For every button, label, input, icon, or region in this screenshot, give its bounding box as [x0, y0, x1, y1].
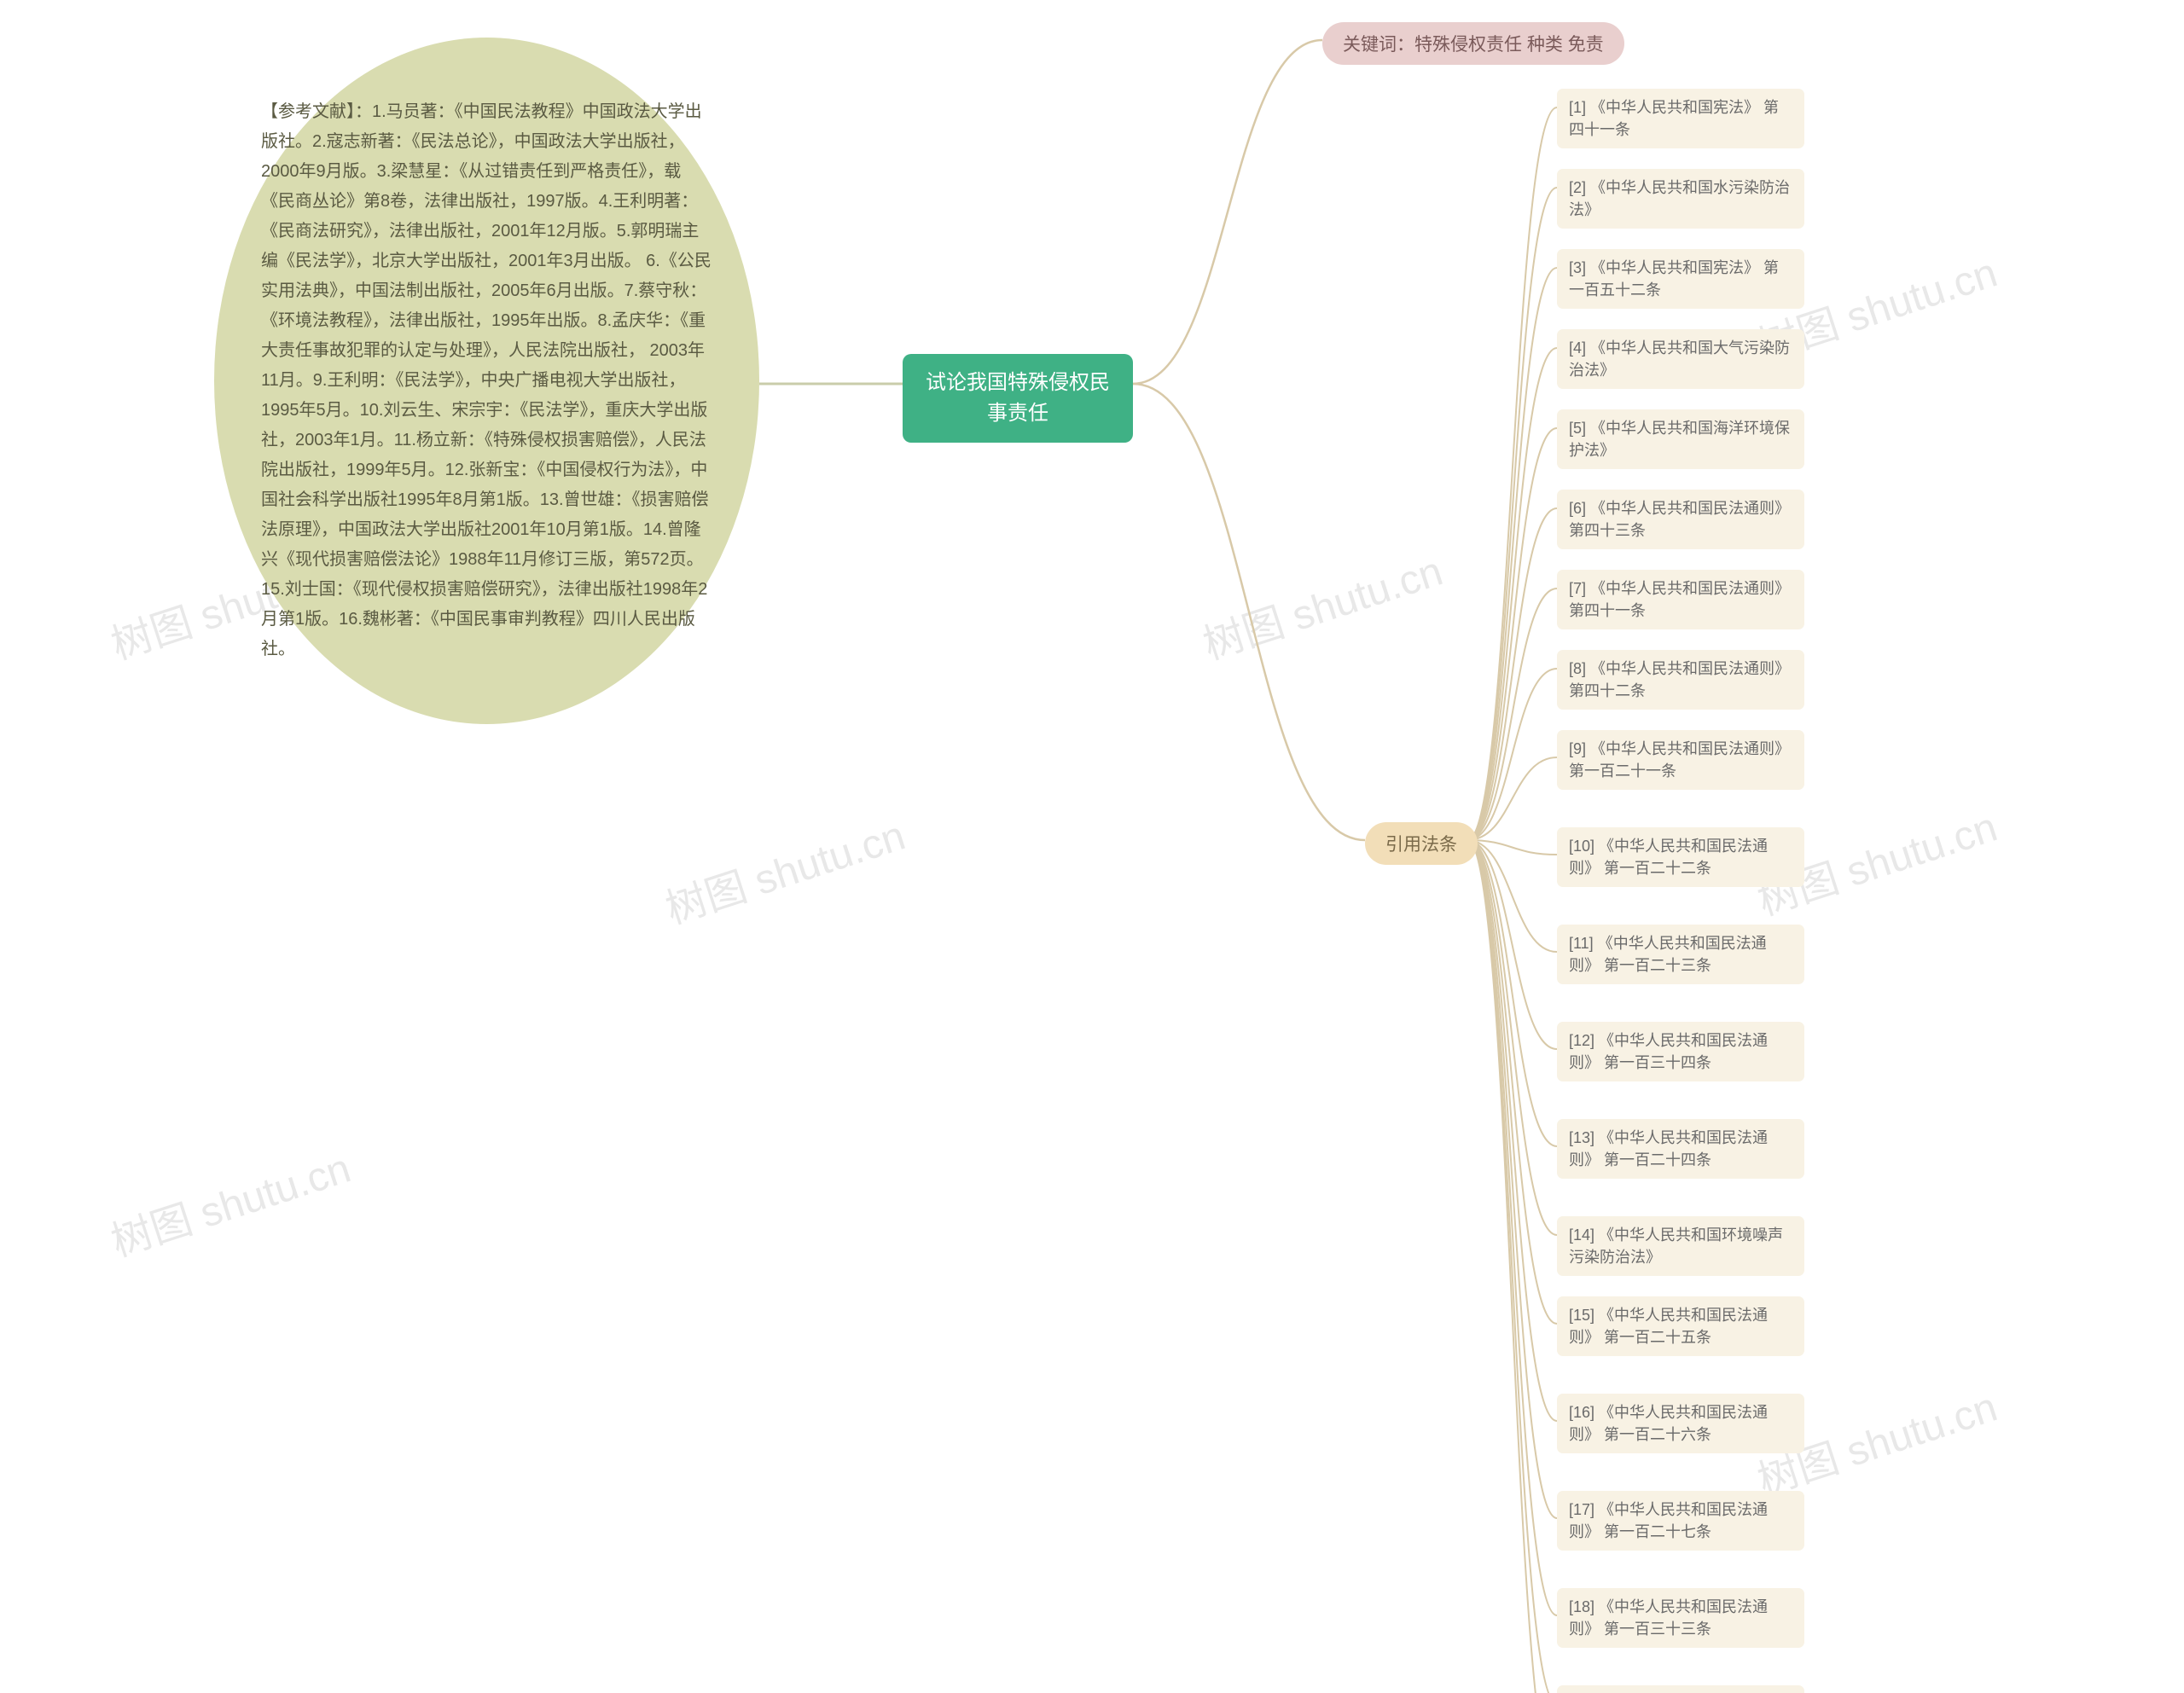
citation-leaf[interactable]: [16] 《中华人民共和国民法通则》 第一百二十六条 [1557, 1394, 1804, 1453]
citation-leaf-label: [11] 《中华人民共和国民法通则》 第一百二十三条 [1569, 935, 1767, 974]
citation-leaf[interactable]: [9] 《中华人民共和国民法通则》 第一百二十一条 [1557, 730, 1804, 790]
citation-leaf-label: [2] 《中华人民共和国水污染防治法》 [1569, 179, 1790, 218]
citation-leaf-label: [3] 《中华人民共和国宪法》 第一百五十二条 [1569, 259, 1779, 299]
root-label: 试论我国特殊侵权民事责任 [926, 371, 1110, 425]
citation-leaf[interactable]: [5] 《中华人民共和国海洋环境保护法》 [1557, 409, 1804, 469]
citation-leaf-label: [15] 《中华人民共和国民法通则》 第一百二十五条 [1569, 1307, 1768, 1346]
citation-leaf[interactable]: [11] 《中华人民共和国民法通则》 第一百二十三条 [1557, 925, 1804, 984]
citation-leaf[interactable]: [10] 《中华人民共和国民法通则》 第一百二十二条 [1557, 827, 1804, 887]
citation-leaf-label: [14] 《中华人民共和国环境噪声污染防治法》 [1569, 1226, 1783, 1266]
root-node[interactable]: 试论我国特殊侵权民事责任 [903, 354, 1133, 443]
citation-leaf-label: [4] 《中华人民共和国大气污染防治法》 [1569, 339, 1790, 379]
citation-leaf[interactable]: [3] 《中华人民共和国宪法》 第一百五十二条 [1557, 249, 1804, 309]
citation-leaf[interactable]: [4] 《中华人民共和国大气污染防治法》 [1557, 329, 1804, 389]
citation-leaf[interactable]: [1] 《中华人民共和国宪法》 第四十一条 [1557, 89, 1804, 148]
citation-leaf-label: [6] 《中华人民共和国民法通则》 第四十三条 [1569, 500, 1790, 539]
citation-leaf[interactable]: [2] 《中华人民共和国水污染防治法》 [1557, 169, 1804, 229]
citation-leaf[interactable]: [18] 《中华人民共和国民法通则》 第一百三十三条 [1557, 1588, 1804, 1648]
citation-leaf[interactable]: [8] 《中华人民共和国民法通则》 第四十二条 [1557, 650, 1804, 710]
citation-leaf-label: [16] 《中华人民共和国民法通则》 第一百二十六条 [1569, 1404, 1768, 1443]
citation-leaf-label: [10] 《中华人民共和国民法通则》 第一百二十二条 [1569, 838, 1768, 877]
citation-leaf[interactable]: [7] 《中华人民共和国民法通则》 第四十一条 [1557, 570, 1804, 629]
citation-leaf-label: [9] 《中华人民共和国民法通则》 第一百二十一条 [1569, 740, 1790, 780]
citation-leaf-label: [18] 《中华人民共和国民法通则》 第一百三十三条 [1569, 1598, 1768, 1638]
citations-node[interactable]: 引用法条 [1365, 822, 1478, 865]
citation-leaf-label: [17] 《中华人民共和国民法通则》 第一百二十七条 [1569, 1501, 1768, 1540]
citation-leaf-label: [13] 《中华人民共和国民法通则》 第一百二十四条 [1569, 1129, 1768, 1168]
keywords-label: 关键词：特殊侵权责任 种类 免责 [1343, 35, 1604, 55]
citation-leaf[interactable]: [13] 《中华人民共和国民法通则》 第一百二十四条 [1557, 1119, 1804, 1179]
citation-leaf-label: [7] 《中华人民共和国民法通则》 第四十一条 [1569, 580, 1790, 619]
references-text: 【参考文献】：1.马员著：《中国民法教程》中国政法大学出版社。2.寇志新著：《民… [261, 97, 712, 664]
citation-leaf[interactable]: [15] 《中华人民共和国民法通则》 第一百二十五条 [1557, 1296, 1804, 1356]
citation-leaf[interactable]: [12] 《中华人民共和国民法通则》 第一百三十四条 [1557, 1022, 1804, 1081]
citation-leaf[interactable]: [6] 《中华人民共和国民法通则》 第四十三条 [1557, 490, 1804, 549]
references-bubble: 【参考文献】：1.马员著：《中国民法教程》中国政法大学出版社。2.寇志新著：《民… [214, 38, 759, 724]
citation-leaf-label: [8] 《中华人民共和国民法通则》 第四十二条 [1569, 660, 1790, 699]
citation-leaf[interactable]: [17] 《中华人民共和国民法通则》 第一百二十七条 [1557, 1491, 1804, 1551]
citation-leaf[interactable]: [14] 《中华人民共和国环境噪声污染防治法》 [1557, 1216, 1804, 1276]
citations-label: 引用法条 [1385, 835, 1457, 855]
citation-leaf-label: [12] 《中华人民共和国民法通则》 第一百三十四条 [1569, 1032, 1768, 1071]
citation-leaf-label: [5] 《中华人民共和国海洋环境保护法》 [1569, 420, 1790, 459]
citation-leaf-label: [1] 《中华人民共和国宪法》 第四十一条 [1569, 99, 1779, 138]
citation-leaf[interactable]: [19] 《中华人民共和国固体废物污染环境防治法》 [1557, 1685, 1804, 1693]
keywords-node[interactable]: 关键词：特殊侵权责任 种类 免责 [1322, 22, 1624, 65]
mindmap-root: 【参考文献】：1.马员著：《中国民法教程》中国政法大学出版社。2.寇志新著：《民… [0, 0, 2184, 1693]
